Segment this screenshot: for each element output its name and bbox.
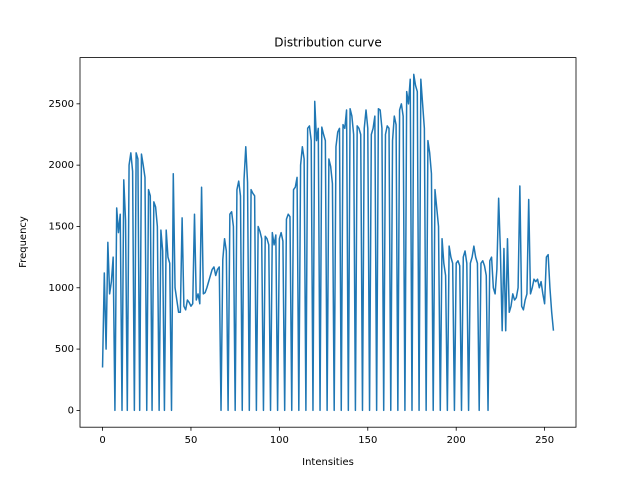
x-tick-label: 250: [535, 435, 554, 446]
y-tick-label: 2500: [49, 99, 74, 110]
y-tick-label: 1500: [49, 221, 74, 232]
plot-frame: [79, 57, 577, 428]
x-tick-label: 0: [99, 435, 105, 446]
y-tick-label: 2000: [49, 160, 74, 171]
data-line: [101, 73, 555, 412]
y-tick-label: 0: [68, 405, 74, 416]
y-tick-label: 500: [55, 344, 74, 355]
x-axis-label: Intensities: [302, 457, 354, 468]
y-tick-label: 1000: [49, 283, 74, 294]
chart-title: Distribution curve: [274, 36, 381, 50]
x-tick-label: 200: [447, 435, 466, 446]
x-tick-label: 150: [358, 435, 377, 446]
y-axis-label: Frequency: [18, 216, 29, 268]
x-tick-label: 100: [270, 435, 289, 446]
x-tick-label: 50: [185, 435, 198, 446]
